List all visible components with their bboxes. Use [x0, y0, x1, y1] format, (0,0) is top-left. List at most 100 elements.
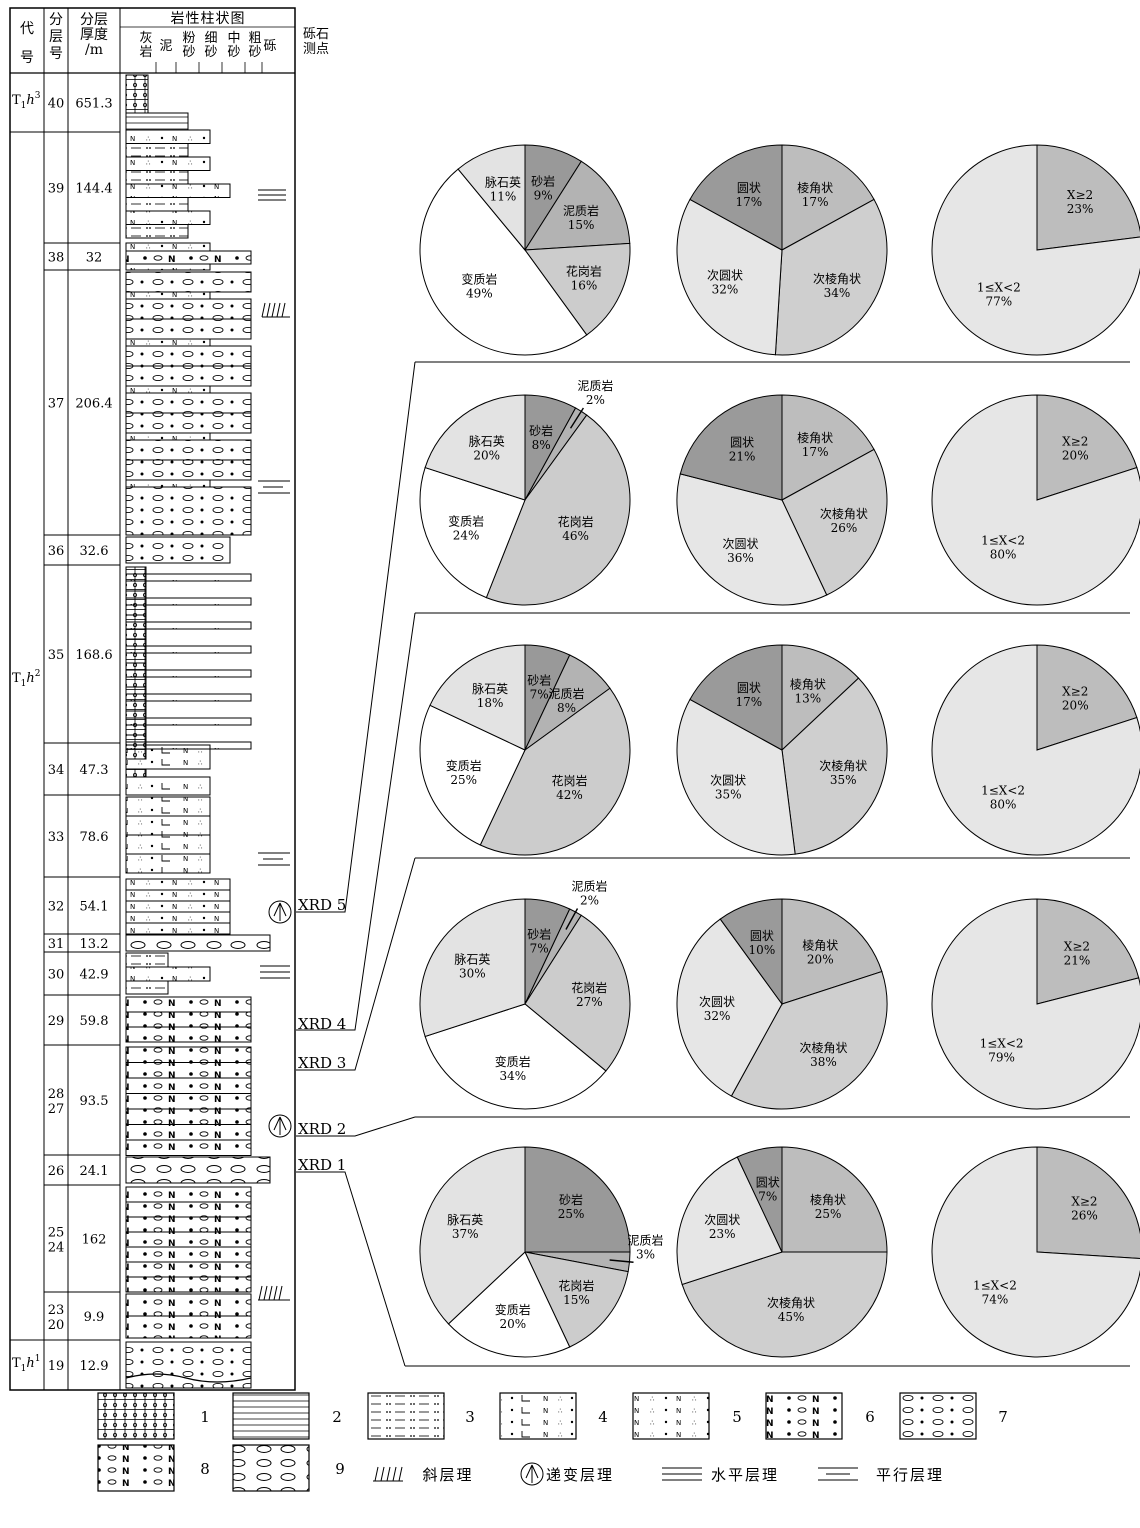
pie-slice-label: 圆状: [737, 681, 761, 695]
lithology-bed: [125, 1246, 252, 1263]
legend-number: 1: [200, 1408, 210, 1426]
legend-swatch: [367, 1392, 445, 1440]
xrd-label: XRD 5: [298, 896, 346, 914]
layer-number: 34: [48, 763, 65, 778]
pie-slice-value: 23%: [1067, 202, 1094, 216]
header-layer: 层: [49, 29, 63, 45]
header-lithology: 岩性柱状图: [171, 11, 246, 27]
pie-slice-value: 77%: [985, 294, 1012, 308]
xrd-label: XRD 2: [298, 1120, 346, 1138]
pie-slice-value: 20%: [807, 952, 834, 966]
lithology-bed: [125, 143, 189, 158]
legend-swatch: [765, 1392, 843, 1440]
pie-slice: [676, 918, 783, 1097]
pie-slice-label: 脉石英: [454, 952, 490, 967]
lithology-bed: [125, 112, 189, 131]
lithology-bed: [125, 170, 189, 185]
lithology-bed: [125, 693, 252, 702]
lithology-bed: [125, 900, 231, 913]
pie-slice-label: 棱角状: [790, 676, 826, 691]
pie-slice: [931, 644, 1140, 856]
pie-slice-value: 10%: [749, 943, 776, 957]
lithology-bed: [125, 878, 231, 891]
layer-thickness: 162: [82, 1233, 107, 1248]
layer-number: 20: [48, 1318, 65, 1333]
legend-symbol-label: 平行层理: [876, 1466, 944, 1484]
pie-slice: [781, 394, 875, 501]
pie-slice-label: 棱角状: [797, 430, 833, 445]
pie-slice-value: 20%: [1062, 448, 1089, 462]
pie-slice: [524, 160, 631, 251]
lithology-tick-label: 灰: [139, 31, 152, 46]
pie-slice-value: 37%: [452, 1227, 479, 1241]
graded-bedding-symbol: [268, 900, 292, 924]
pie-slice-label: 棱角状: [797, 180, 833, 195]
pie-slice-label: 变质岩: [461, 271, 497, 286]
pie-slice: [524, 1146, 631, 1253]
layer-number: 37: [48, 397, 65, 412]
pie-slice-value: 18%: [477, 696, 504, 710]
pie-slice: [485, 414, 631, 606]
pie-slice-value: 9%: [534, 188, 553, 202]
pie-slice-value: 34%: [499, 1069, 526, 1083]
layer-number: 30: [48, 968, 65, 983]
lithology-bed: [125, 536, 231, 564]
pie-slice: [1036, 644, 1138, 751]
lithology-bed: [125, 486, 252, 536]
pie-slice: [781, 1146, 888, 1253]
pie-slice-label: X≥2: [1067, 188, 1093, 202]
pie-slice: [424, 394, 526, 501]
pie-ratio: X≥223% 1≤X<277%: [931, 144, 1140, 356]
pie-slice: [419, 168, 588, 356]
pie-slice: [679, 394, 783, 501]
parallel-bedding-symbol: [258, 480, 290, 494]
pie-slice: [689, 644, 783, 751]
lithology-bed: [125, 210, 211, 225]
pie-slice-value: 15%: [563, 1293, 590, 1307]
lithology-bed: [125, 796, 211, 817]
layer-number: 31: [48, 937, 65, 952]
legend-swatch: [97, 1392, 175, 1440]
lithology-bed: [125, 250, 252, 265]
pie-slice-label: 花岗岩: [571, 980, 607, 995]
lithology-bed: [125, 459, 252, 481]
pie-slice: [774, 198, 888, 356]
pie-slice-label: 花岗岩: [558, 1278, 594, 1293]
column-table: [9, 7, 296, 1391]
pie-slice: [419, 466, 526, 599]
pie-slice-label: 花岗岩: [566, 264, 602, 279]
lithology-bed: [125, 338, 211, 347]
pie-slice-value: 8%: [557, 701, 576, 715]
pie-slice-value: 80%: [990, 548, 1017, 562]
lithology-bed: [125, 744, 211, 770]
lithology-bed: [125, 1062, 252, 1079]
cross-bedding-symbol: [261, 302, 290, 318]
pie-slice: [931, 898, 1140, 1110]
pie-slice-label: 花岗岩: [551, 773, 587, 788]
layer-number: 25: [48, 1226, 65, 1241]
pie-slice-label: 次圆状: [722, 537, 758, 551]
lithology-tick-label: 砂: [204, 45, 217, 60]
layer-thickness: 206.4: [75, 397, 112, 412]
lithology-bed: [125, 318, 252, 340]
pie-slice-value: 74%: [982, 1293, 1009, 1307]
pie-slice-label: 变质岩: [448, 514, 484, 529]
pie-slice-value: 11%: [490, 190, 517, 204]
pie-slice-value: 45%: [778, 1310, 805, 1324]
legend-number: 4: [598, 1408, 608, 1426]
pie-slice-label: 变质岩: [446, 758, 482, 773]
legend-symbol-label: 水平层理: [711, 1466, 779, 1484]
pie-slice-label: 次圆状: [699, 995, 735, 1009]
pie-slice-label: 次棱角状: [767, 1295, 815, 1310]
pie-charts: 砂岩9%泥质岩15%花岗岩16%变质岩49%脉石英11%棱角状17%次棱角状34…: [419, 144, 1140, 1358]
lithology-scale-ticks: [155, 62, 263, 73]
pie-slice-value: 35%: [715, 788, 742, 802]
lithology-bed: [125, 156, 211, 171]
lithology-bed: [125, 922, 231, 935]
layer-number: 38: [48, 251, 65, 266]
lithology-bed: [125, 1341, 252, 1389]
pie-slice: [419, 1146, 526, 1325]
layer-number: 24: [48, 1241, 65, 1256]
lithology-bed: [125, 573, 252, 582]
